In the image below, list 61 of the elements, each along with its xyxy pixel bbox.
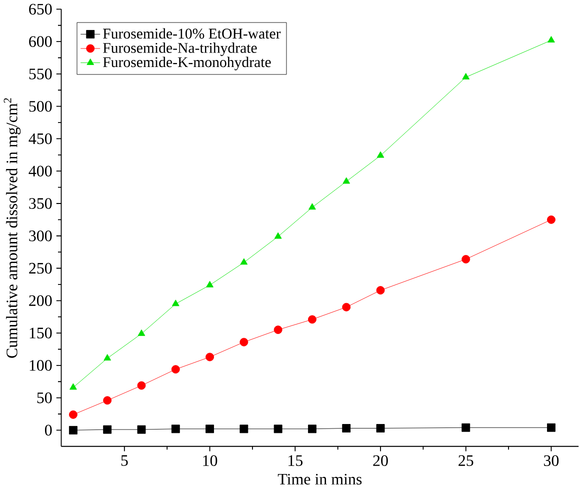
point [138,329,146,336]
y-tick-label: 250 [29,262,52,274]
point [548,36,555,42]
legend-label: Furosemide-Na-trihydrate [103,42,257,56]
y-tick-label: 150 [30,327,52,338]
y-axis-title: Cumulative amount dissolved in mg/cm$^{2}$ [4,98,21,358]
point [68,410,78,419]
x-tick-label: 30 [544,455,559,466]
y-tick-label: 500 [29,100,52,112]
point [308,424,316,433]
point [70,383,77,390]
y-tick-label: 600 [29,36,52,47]
y-tick-label: 400 [28,166,52,176]
point [206,352,214,362]
y-tick-label: 650 [29,4,52,14]
point [104,354,112,360]
point [240,424,248,433]
legend-label: Furosemide-K-monohydrate [103,56,271,70]
point [308,315,316,324]
point [137,381,146,390]
y-tick-label: 300 [29,230,52,242]
point [172,299,180,306]
x-tick-label: 5 [121,455,128,466]
point [308,202,316,210]
y-tick-label: 450 [28,133,52,144]
point [137,425,146,434]
point [68,426,78,434]
point [274,325,282,334]
point [376,424,385,432]
point [206,424,214,433]
y-tick-label: 200 [29,295,52,306]
point [171,364,180,374]
point [171,424,180,433]
point [342,424,351,432]
y-tick-label: 100 [30,360,52,371]
point [342,302,351,312]
x-axis-title: Time in mins [278,474,362,484]
point [342,177,350,184]
x-tick-label: 15 [288,455,303,466]
y-tick-label: 50 [37,392,52,404]
point [103,425,112,434]
x-tick-label: 25 [458,455,474,466]
point [462,254,470,264]
point [274,232,282,239]
y-tick-label: 0 [44,424,52,436]
point [206,280,214,288]
point [547,423,556,432]
legend-label: Furosemide-10% EtOH-water [103,28,281,39]
point [376,286,385,294]
point [376,151,384,158]
point [462,72,470,80]
point [547,215,556,224]
point [274,424,282,433]
point [462,423,470,432]
point [240,338,248,346]
x-tick-label: 10 [203,455,218,466]
y-tick-label: 350 [29,198,52,209]
x-tick-label: 20 [373,455,388,466]
point [240,258,248,264]
point [103,396,112,404]
y-tick-label: 550 [29,68,52,80]
